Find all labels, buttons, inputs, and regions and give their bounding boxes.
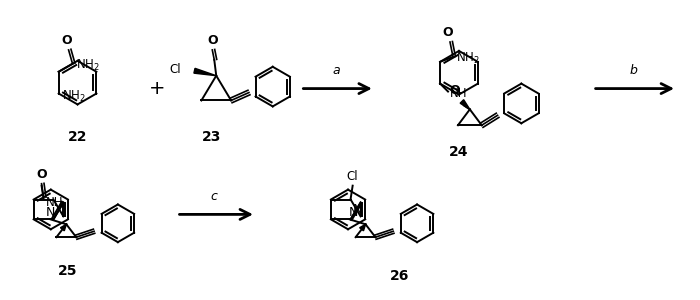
Text: N: N <box>46 206 55 219</box>
Text: Cl: Cl <box>169 63 181 76</box>
Text: 23: 23 <box>202 130 221 144</box>
Text: N: N <box>353 203 363 216</box>
Text: O: O <box>62 34 72 47</box>
Text: 24: 24 <box>449 145 469 159</box>
Polygon shape <box>194 68 216 76</box>
Text: Cl: Cl <box>346 170 358 183</box>
Text: a: a <box>332 64 340 77</box>
Polygon shape <box>360 224 365 231</box>
Text: O: O <box>442 26 454 39</box>
Text: O: O <box>449 85 461 98</box>
Text: c: c <box>211 190 218 202</box>
Text: 25: 25 <box>58 264 78 278</box>
Text: NH$_2$: NH$_2$ <box>456 51 480 66</box>
Text: 26: 26 <box>390 269 410 283</box>
Text: NH: NH <box>450 87 468 100</box>
Text: N: N <box>349 206 358 219</box>
Text: O: O <box>207 34 218 47</box>
Text: O: O <box>36 168 47 181</box>
Text: NH$_2$: NH$_2$ <box>62 89 85 104</box>
Text: NH$_2$: NH$_2$ <box>76 58 99 73</box>
Polygon shape <box>60 224 66 231</box>
Polygon shape <box>460 100 470 110</box>
Text: 22: 22 <box>68 130 88 144</box>
Text: NH: NH <box>46 196 63 209</box>
Text: b: b <box>629 64 637 77</box>
Text: +: + <box>148 79 165 98</box>
